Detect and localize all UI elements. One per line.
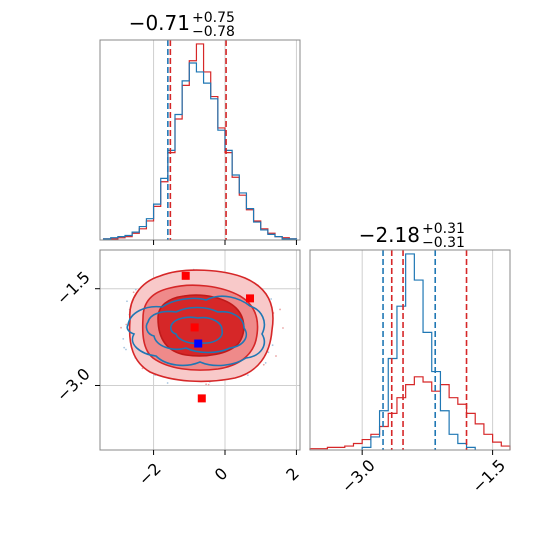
x-tick-label: 0	[211, 464, 232, 485]
sample-point	[246, 374, 249, 377]
hist-right-quantiles	[382, 250, 468, 450]
x-tick-label: −3.0	[338, 456, 379, 497]
hist-series-red	[102, 43, 298, 240]
contour-blue-inner	[170, 316, 224, 345]
sample-point	[125, 348, 127, 351]
hist-right-title-sup: +0.31	[422, 221, 465, 237]
panel-contour: −2 0 2 −1.5 −3.0	[53, 249, 303, 489]
x-tick-label: 2	[282, 464, 303, 485]
contour-frame	[99, 249, 301, 451]
marker-square	[181, 271, 190, 280]
panel-hist-top: −0.71 +0.75 −0.78	[99, 10, 301, 245]
marker-square	[246, 294, 254, 303]
contour-blue-mid	[145, 306, 248, 354]
sample-point	[275, 355, 277, 357]
hist-right-title-sub: −0.31	[422, 235, 465, 251]
hist-top-quantiles	[167, 40, 227, 240]
hist-top-frame	[99, 39, 301, 241]
hist-right-series	[309, 253, 511, 450]
sample-point	[126, 300, 128, 303]
hist-series-blue	[102, 62, 298, 240]
hist-top-title: −0.71	[129, 11, 190, 35]
hist-top-title-sup: +0.75	[192, 10, 235, 26]
hist-series-red	[309, 376, 511, 450]
x-tick-label: −1.5	[468, 456, 509, 497]
contour-markers	[181, 271, 254, 403]
y-tick-label: −1.5	[53, 268, 94, 309]
hist-right-frame	[309, 249, 511, 451]
sample-point	[125, 323, 128, 326]
sample-point	[141, 367, 144, 370]
sample-point	[270, 298, 273, 300]
sample-point	[262, 363, 265, 366]
sample-point	[264, 362, 267, 364]
hist-top-ticks	[153, 240, 297, 245]
sample-point	[267, 351, 270, 354]
y-tick-label: −3.0	[53, 364, 94, 405]
hist-right-title: −2.18	[359, 223, 420, 247]
sample-point	[132, 291, 135, 294]
hist-right-ticks: −3.0 −1.5	[338, 450, 509, 497]
sample-point	[166, 382, 169, 384]
marker-square	[197, 394, 206, 403]
hist-series-blue	[361, 253, 476, 450]
sample-point	[279, 308, 281, 311]
marker-square	[194, 339, 203, 348]
x-tick-label: −2	[135, 459, 165, 489]
panel-hist-right: −3.0 −1.5 −2.18 +0.31 −0.31	[309, 221, 511, 497]
hist-top-title-sub: −0.78	[192, 24, 235, 40]
sample-point	[120, 326, 122, 329]
hist-top-series	[102, 43, 298, 240]
sample-point	[282, 327, 284, 329]
hist-right-grid	[361, 250, 494, 450]
sample-point	[207, 383, 210, 386]
sample-point	[205, 383, 208, 386]
contour-red	[128, 269, 274, 383]
marker-square	[190, 323, 199, 332]
sample-point	[123, 346, 126, 349]
sample-point	[134, 288, 137, 291]
sample-point	[122, 337, 125, 340]
sample-point	[271, 344, 274, 347]
contour-blue	[126, 295, 266, 367]
contour-blue-outer	[126, 295, 266, 367]
